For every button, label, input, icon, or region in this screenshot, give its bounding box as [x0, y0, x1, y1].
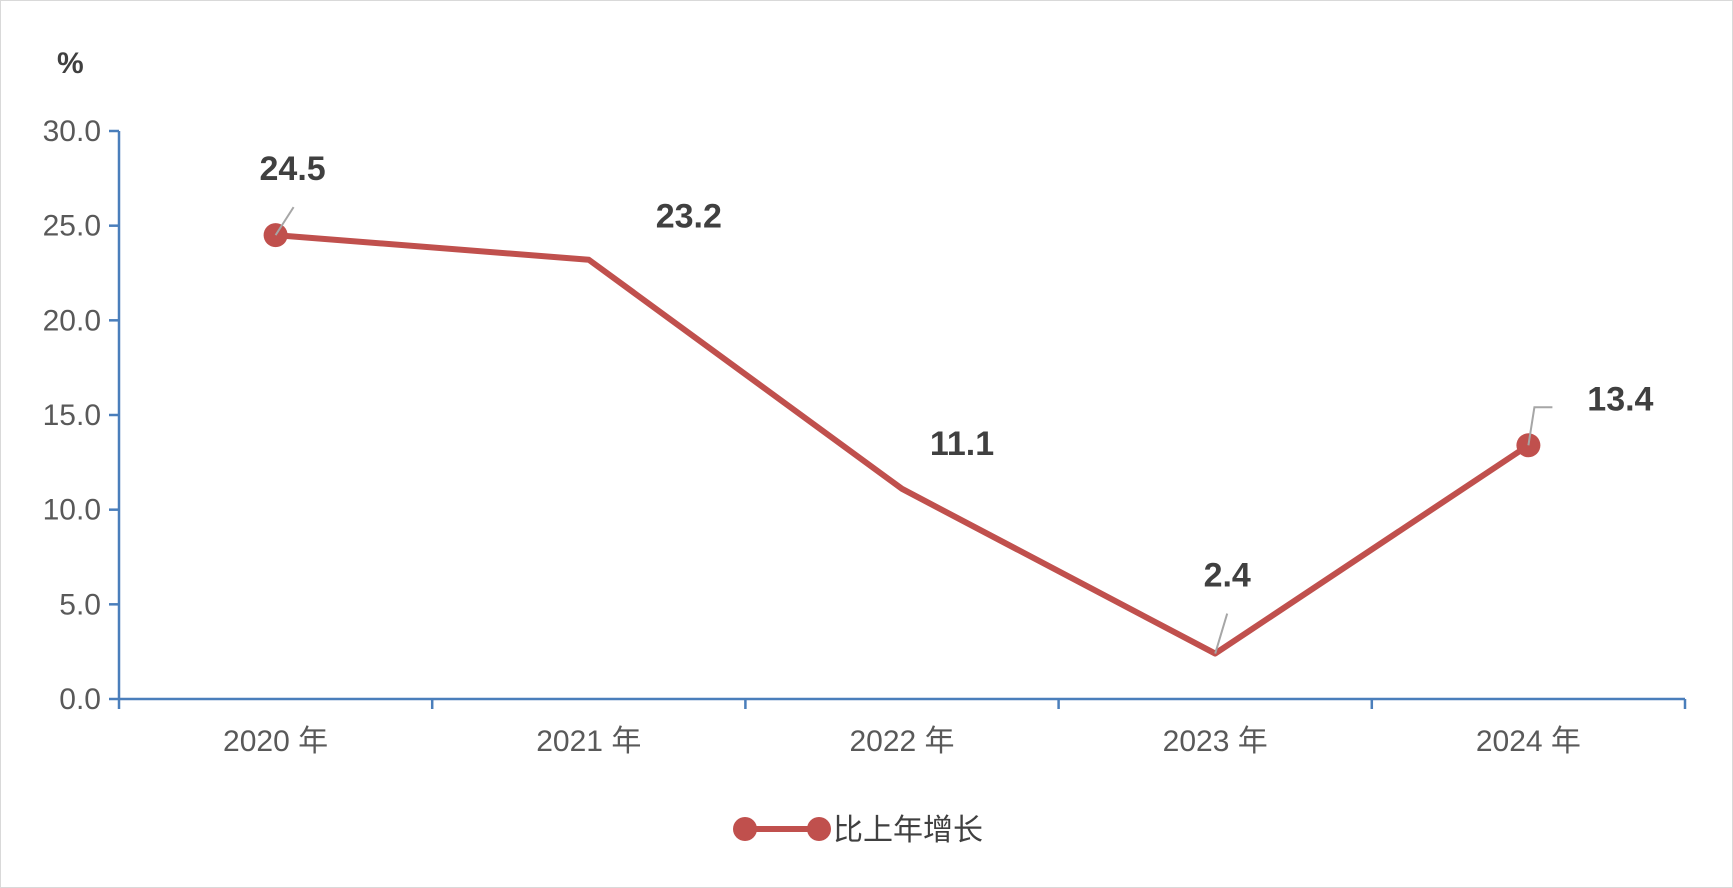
x-tick-label: 2021 年 [536, 725, 641, 758]
y-tick-label: 15.0 [43, 399, 101, 432]
legend-label: 比上年增长 [833, 814, 983, 847]
data-label-leader [1527, 406, 1553, 446]
x-tick-label: 2020 年 [223, 725, 328, 758]
y-tick-label: 0.0 [59, 683, 101, 716]
legend: 比上年增长 [733, 814, 983, 847]
data-label-leader [274, 206, 295, 236]
x-tick-label: 2024 年 [1476, 725, 1581, 758]
data-label: 24.5 [260, 150, 326, 188]
series-layer [263, 223, 1541, 657]
data-label: 11.1 [930, 425, 994, 463]
data-label: 13.4 [1587, 380, 1653, 418]
legend-marker [807, 817, 831, 841]
series-line [275, 232, 1531, 657]
y-tick-label: 25.0 [43, 210, 101, 243]
y-axis-unit: % [57, 47, 84, 80]
data-label-leader [1214, 613, 1229, 654]
y-tick-label: 10.0 [43, 494, 101, 527]
data-labels: 24.5 23.2 11.1 2.4 13.4 [260, 150, 1654, 654]
data-label: 2.4 [1204, 557, 1251, 595]
y-tick-label: 30.0 [43, 115, 101, 148]
legend-marker [733, 817, 757, 841]
y-tick-label: 5.0 [59, 588, 101, 621]
y-tick-label: 20.0 [43, 304, 101, 337]
x-tick-label: 2022 年 [849, 725, 954, 758]
data-label: 23.2 [656, 198, 722, 236]
x-tick-label: 2023 年 [1163, 725, 1268, 758]
axes: 0.0 5.0 10.0 15.0 20.0 25.0 30.0 2020 年 2021 年 20… [43, 115, 1687, 758]
